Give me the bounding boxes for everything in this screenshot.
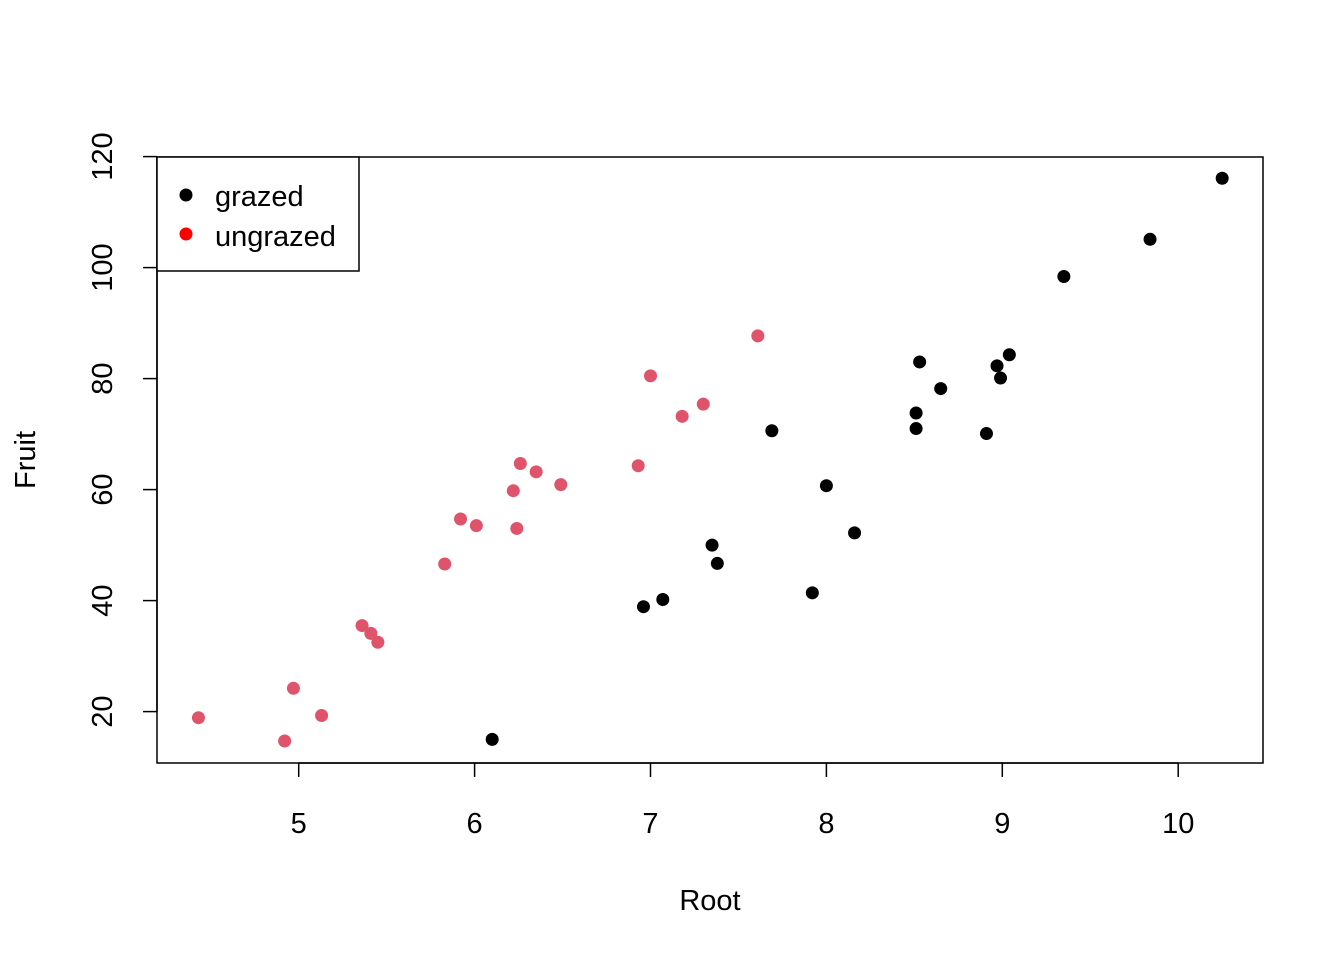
x-tick-label: 8 — [818, 808, 834, 840]
x-axis: 5 6 7 8 9 10 — [291, 762, 1194, 840]
point-grazed — [1143, 232, 1157, 246]
point-ungrazed — [278, 734, 292, 748]
point-ungrazed — [631, 459, 645, 473]
point-ungrazed — [191, 711, 205, 725]
point-grazed — [1002, 348, 1016, 362]
point-grazed — [913, 355, 927, 369]
point-ungrazed — [286, 681, 300, 695]
y-tick-label: 100 — [87, 243, 119, 291]
y-tick-label: 60 — [87, 473, 119, 505]
legend-label-ungrazed: ungrazed — [215, 221, 336, 253]
point-ungrazed — [438, 557, 452, 571]
point-grazed — [485, 732, 499, 746]
x-tick-label: 10 — [1162, 808, 1194, 840]
point-grazed — [1057, 269, 1071, 283]
legend-box — [156, 156, 360, 272]
y-tick-label: 20 — [87, 695, 119, 727]
point-grazed — [705, 538, 719, 552]
legend: grazed ungrazed — [156, 156, 360, 272]
y-tick-label: 120 — [87, 132, 119, 180]
point-grazed — [979, 427, 993, 441]
point-ungrazed — [513, 457, 527, 471]
point-ungrazed — [371, 635, 385, 649]
legend-marker-ungrazed — [179, 227, 193, 241]
point-ungrazed — [751, 329, 765, 343]
point-grazed — [656, 592, 670, 606]
x-tick-label: 9 — [994, 808, 1010, 840]
point-ungrazed — [510, 521, 524, 535]
point-ungrazed — [469, 519, 483, 533]
point-ungrazed — [364, 626, 378, 640]
point-ungrazed — [644, 369, 657, 383]
x-axis-title: Root — [679, 885, 740, 917]
point-ungrazed — [355, 619, 369, 633]
y-axis-title: Fruit — [10, 431, 42, 489]
point-ungrazed — [315, 708, 329, 722]
x-tick-label: 5 — [291, 808, 307, 840]
point-grazed — [765, 424, 779, 438]
point-ungrazed — [554, 478, 568, 492]
data-points — [191, 171, 1229, 748]
point-ungrazed — [696, 397, 710, 411]
legend-marker-grazed — [179, 188, 193, 202]
x-tick-label: 6 — [467, 808, 483, 840]
point-grazed — [819, 479, 833, 493]
point-grazed — [909, 422, 923, 436]
point-grazed — [805, 586, 819, 600]
point-grazed — [994, 371, 1008, 385]
legend-label-grazed: grazed — [215, 181, 304, 213]
y-tick-label: 40 — [87, 584, 119, 616]
y-tick-label: 80 — [87, 362, 119, 394]
point-grazed — [636, 600, 650, 614]
point-grazed — [934, 382, 948, 396]
point-ungrazed — [529, 465, 543, 479]
point-grazed — [990, 359, 1004, 373]
point-ungrazed — [454, 512, 468, 526]
point-grazed — [909, 406, 923, 420]
y-axis: 20 40 60 80 100 120 — [87, 132, 158, 728]
point-ungrazed — [675, 409, 689, 423]
point-grazed — [848, 526, 862, 540]
point-ungrazed — [506, 484, 520, 498]
point-grazed — [710, 556, 724, 570]
point-grazed — [1215, 171, 1229, 185]
x-tick-label: 7 — [642, 808, 658, 840]
